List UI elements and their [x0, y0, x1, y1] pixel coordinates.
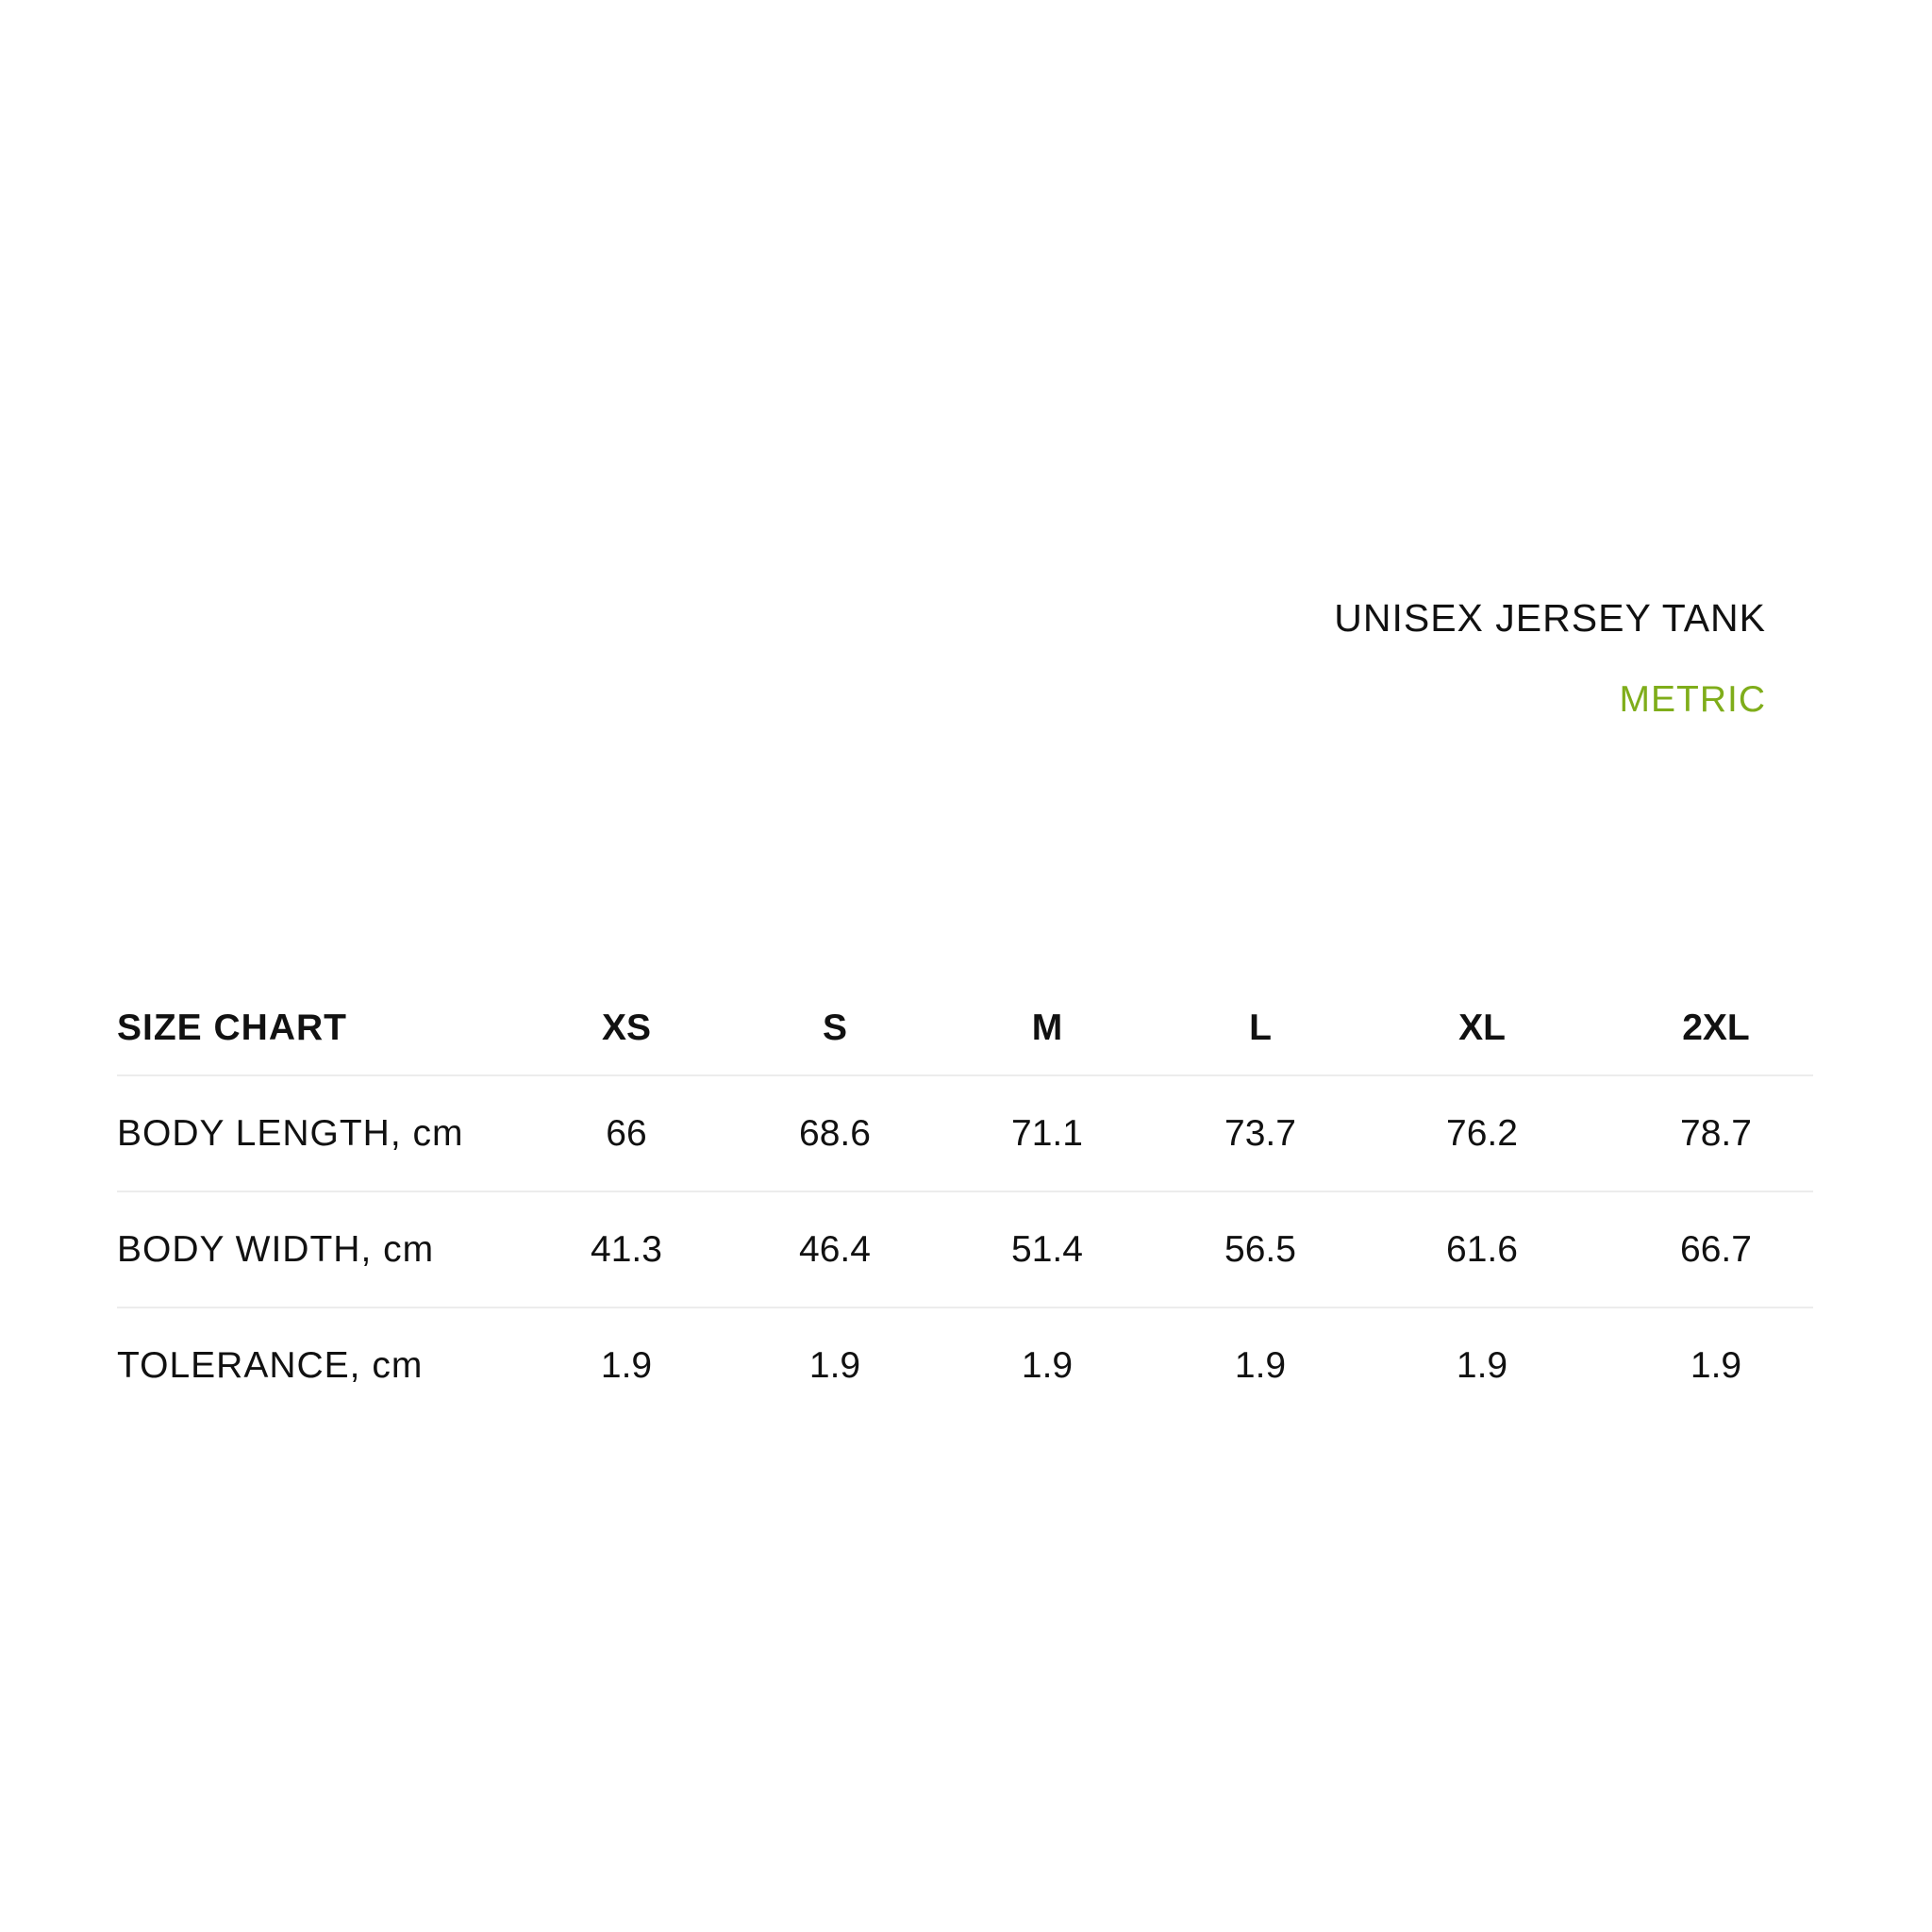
table-row: BODY WIDTH, cm 41.3 46.4 51.4 56.5 61.6 66.7 — [117, 1192, 1813, 1308]
table-cell: 68.6 — [799, 1112, 871, 1154]
size-header-l: L — [1249, 1007, 1272, 1048]
table-cell: 76.2 — [1446, 1112, 1518, 1154]
table-cell: 66 — [606, 1112, 647, 1154]
table-cell: 46.4 — [799, 1228, 871, 1270]
row-label: BODY WIDTH, cm — [117, 1228, 435, 1270]
table-cell: 41.3 — [591, 1228, 662, 1270]
product-title: UNISEX JERSEY TANK — [1334, 596, 1766, 640]
table-cell: 78.7 — [1680, 1112, 1752, 1154]
table-cell: 51.4 — [1011, 1228, 1083, 1270]
table-row: TOLERANCE, cm 1.9 1.9 1.9 1.9 1.9 1.9 — [117, 1308, 1813, 1423]
size-header-2xl: 2XL — [1682, 1007, 1750, 1048]
size-chart-table: SIZE CHART XS S M L XL 2XL BODY LENGTH, cm 66… — [117, 981, 1813, 1423]
row-label: BODY LENGTH, cm — [117, 1112, 464, 1154]
row-label: TOLERANCE, cm — [117, 1344, 424, 1386]
size-header-xs: XS — [601, 1007, 652, 1048]
table-cell: 61.6 — [1446, 1228, 1518, 1270]
size-header-m: M — [1031, 1007, 1063, 1048]
table-cell: 73.7 — [1224, 1112, 1296, 1154]
table-cell: 1.9 — [1690, 1344, 1742, 1386]
size-header-s: S — [822, 1007, 848, 1048]
unit-system-label: METRIC — [1619, 679, 1766, 720]
table-cell: 1.9 — [1234, 1344, 1287, 1386]
table-cell: 56.5 — [1224, 1228, 1296, 1270]
table-cell: 66.7 — [1680, 1228, 1752, 1270]
table-row: BODY LENGTH, cm 66 68.6 71.1 73.7 76.2 78.7 — [117, 1076, 1813, 1192]
table-cell: 71.1 — [1011, 1112, 1083, 1154]
table-header-label: SIZE CHART — [117, 1007, 347, 1048]
table-cell: 1.9 — [1456, 1344, 1508, 1386]
table-header-row: SIZE CHART XS S M L XL 2XL — [117, 981, 1813, 1076]
size-header-xl: XL — [1458, 1007, 1506, 1048]
table-cell: 1.9 — [808, 1344, 861, 1386]
table-cell: 1.9 — [1021, 1344, 1074, 1386]
table-cell: 1.9 — [600, 1344, 653, 1386]
